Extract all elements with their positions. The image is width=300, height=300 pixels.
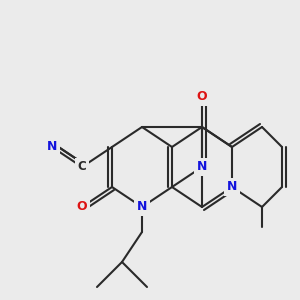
Text: N: N — [227, 181, 237, 194]
Text: C: C — [78, 160, 86, 173]
Text: N: N — [47, 140, 57, 154]
Text: N: N — [137, 200, 147, 214]
Text: N: N — [197, 160, 207, 173]
Text: O: O — [197, 91, 207, 103]
Text: O: O — [77, 200, 87, 214]
